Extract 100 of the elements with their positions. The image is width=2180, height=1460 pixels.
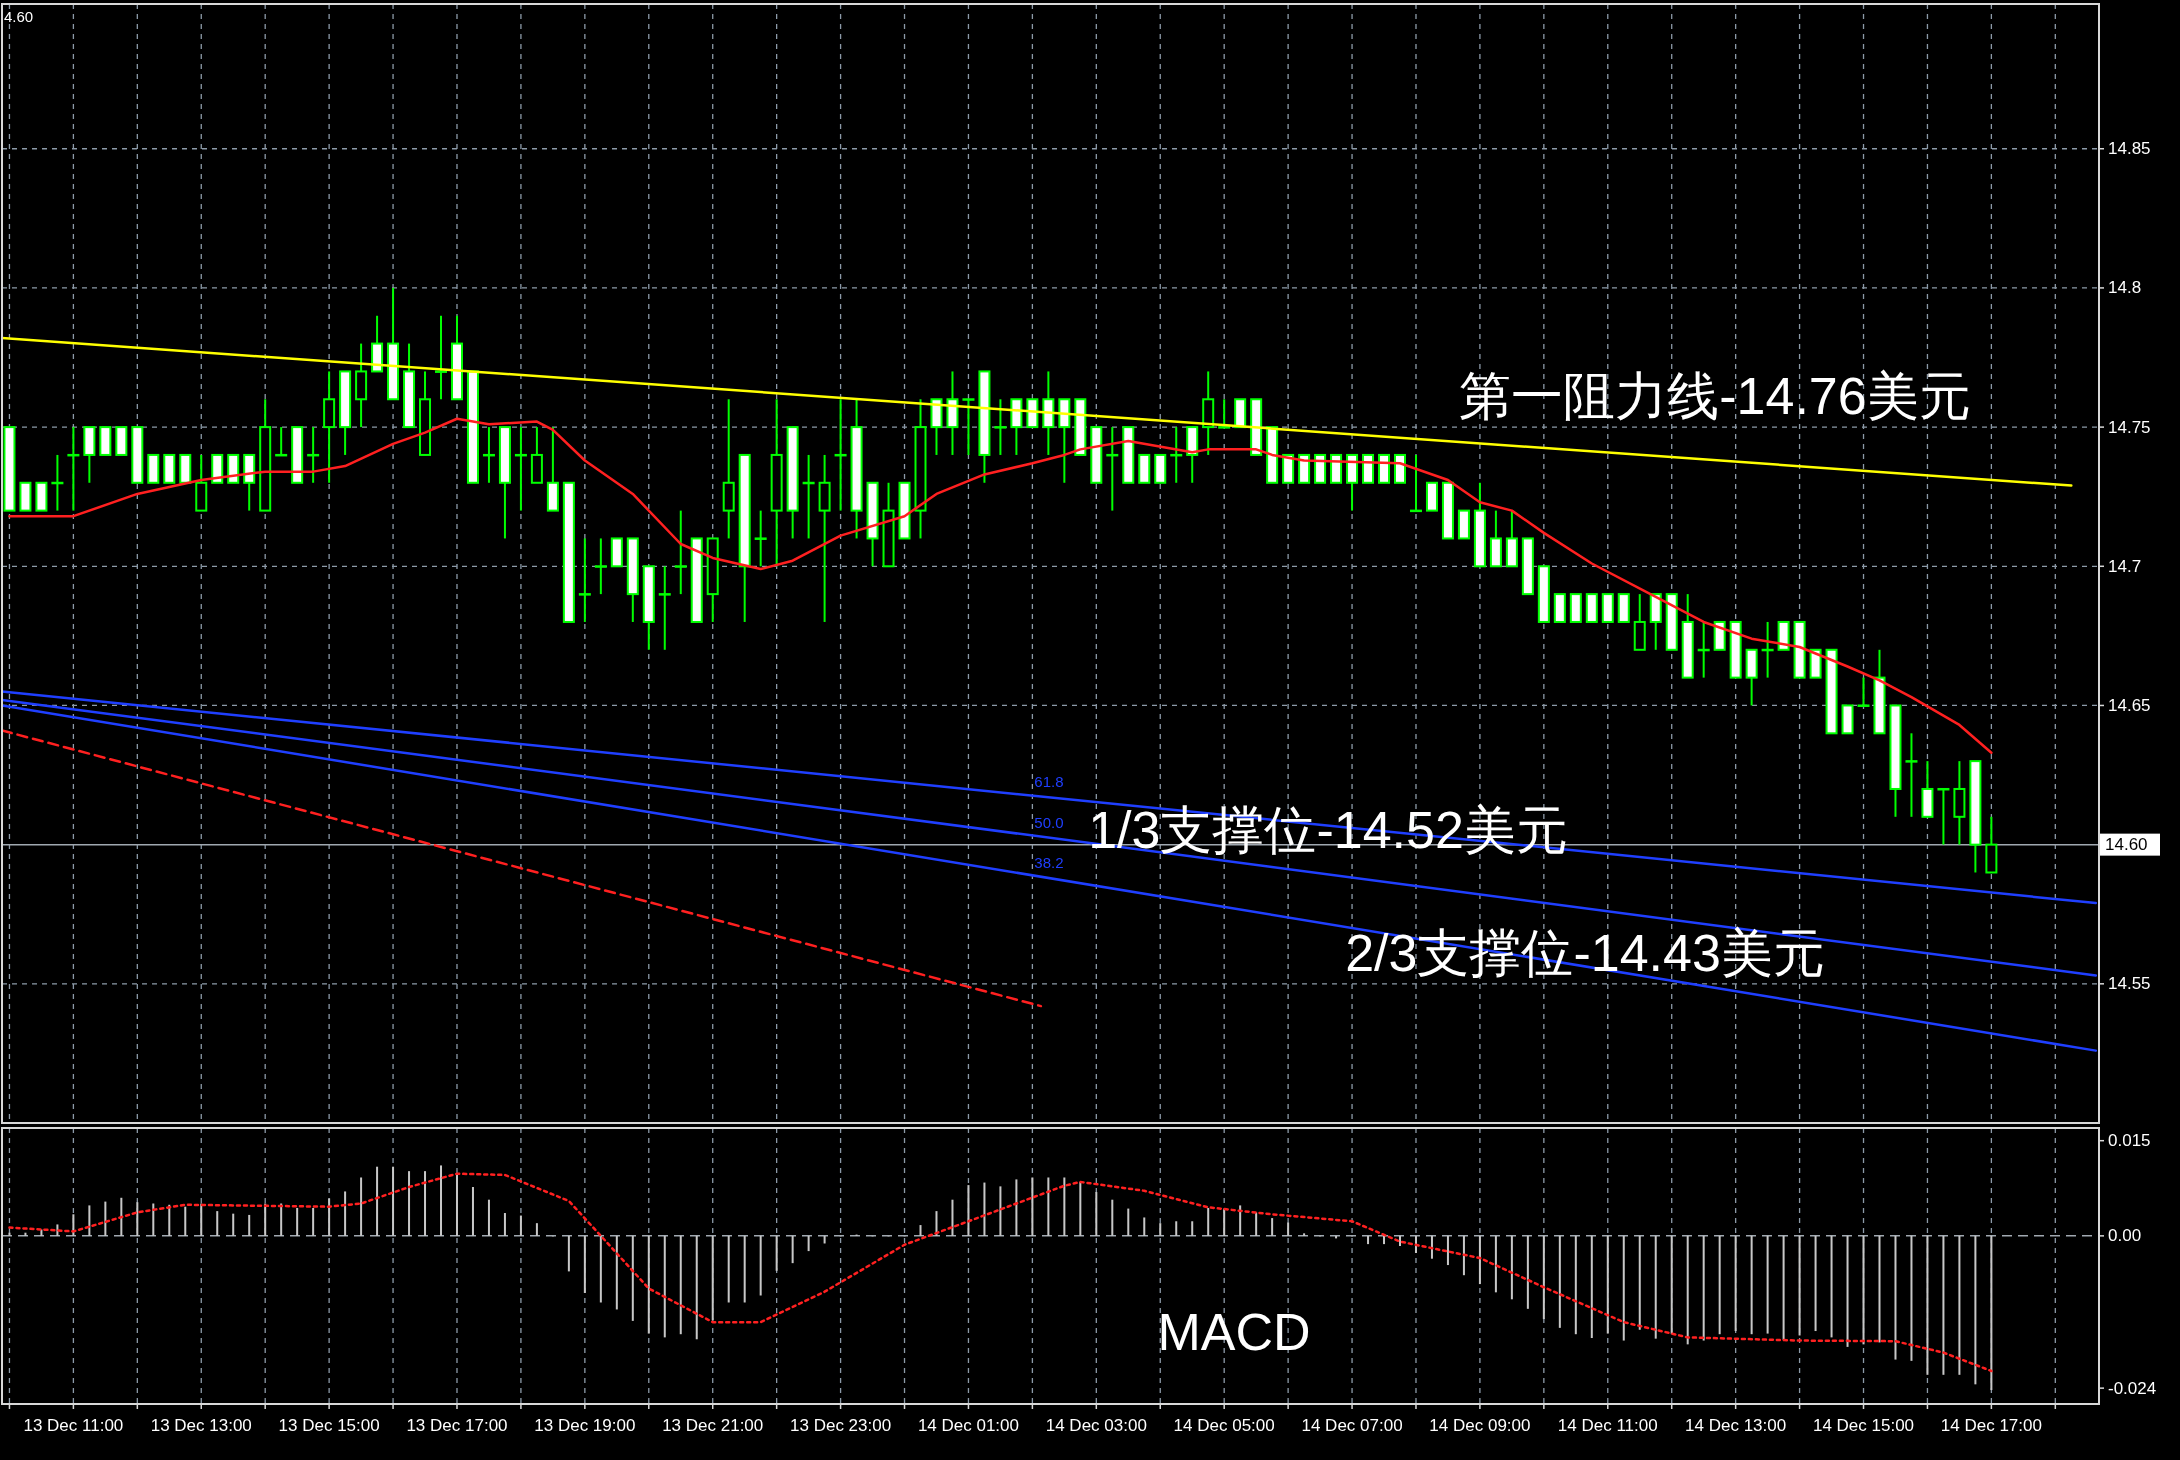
candlestick <box>1905 732 1918 818</box>
bar <box>487 1199 490 1236</box>
candlestick <box>674 509 687 596</box>
bar <box>216 1211 219 1236</box>
candlestick <box>1761 620 1774 679</box>
candlestick <box>307 426 320 484</box>
bar <box>1990 1235 1993 1391</box>
bar <box>1223 1209 1226 1236</box>
bar <box>951 1199 954 1236</box>
bar <box>967 1185 970 1236</box>
bar <box>791 1235 794 1264</box>
candlestick <box>962 398 975 456</box>
bar <box>1303 1233 1306 1236</box>
y-tick-label: 14.8 <box>2108 278 2142 298</box>
bar <box>1878 1235 1881 1343</box>
bar <box>583 1235 586 1293</box>
bar <box>1143 1217 1146 1236</box>
bar <box>344 1191 347 1236</box>
x-tick-label: 14 Dec 11:00 <box>1557 1416 1658 1435</box>
y-tick-label: 0.00 <box>2108 1226 2142 1246</box>
candlestick <box>514 426 527 512</box>
candlestick <box>482 426 495 484</box>
candlestick <box>578 537 591 623</box>
bar <box>88 1205 91 1236</box>
bar <box>232 1213 235 1236</box>
bar <box>1814 1235 1817 1332</box>
bar <box>1191 1221 1194 1236</box>
bar <box>328 1198 331 1236</box>
bar <box>120 1197 123 1236</box>
bar <box>1239 1205 1242 1236</box>
bar <box>392 1166 395 1236</box>
bar <box>1974 1235 1977 1385</box>
bar <box>1622 1235 1625 1341</box>
bar <box>136 1202 139 1236</box>
bar <box>823 1235 826 1244</box>
x-tick-label: 13 Dec 11:00 <box>23 1416 124 1435</box>
y-tick-label: -0.024 <box>2108 1378 2157 1398</box>
bar <box>615 1235 618 1310</box>
bar <box>1766 1235 1769 1334</box>
candlestick <box>1170 426 1183 484</box>
bar <box>1127 1208 1130 1236</box>
bar <box>807 1235 810 1252</box>
series-label: 50.0 <box>1034 813 1064 831</box>
candlestick <box>1937 787 1950 846</box>
bar <box>376 1166 379 1236</box>
bar <box>1798 1235 1801 1336</box>
candlestick <box>51 453 64 512</box>
bar <box>1175 1221 1178 1236</box>
x-tick-label: 14 Dec 01:00 <box>917 1416 1020 1435</box>
bar <box>631 1235 634 1321</box>
bar <box>1862 1235 1865 1345</box>
y-tick-label: 0.015 <box>2108 1131 2151 1151</box>
x-tick-label: 13 Dec 23:00 <box>790 1416 892 1435</box>
bar <box>743 1235 746 1303</box>
x-tick-label: 13 Dec 19:00 <box>534 1416 636 1435</box>
bar <box>1846 1235 1849 1347</box>
bar <box>1079 1181 1082 1236</box>
y-tick-label: 14.85 <box>2108 139 2151 159</box>
candlestick <box>834 398 847 512</box>
series-label: 38.2 <box>1034 854 1064 872</box>
bar <box>1750 1235 1753 1335</box>
x-tick-label: 13 Dec 21:00 <box>662 1416 764 1435</box>
bar <box>1782 1235 1785 1340</box>
candlestick <box>1857 676 1870 707</box>
bar <box>1830 1235 1833 1338</box>
candlestick <box>1697 620 1710 679</box>
bar <box>24 1232 27 1236</box>
x-tick-label: 13 Dec 17:00 <box>406 1416 508 1435</box>
bar <box>663 1235 666 1338</box>
annotation: 第一阻力线-14.76美元 <box>1459 367 1971 425</box>
bar <box>1159 1223 1162 1236</box>
bar <box>1910 1235 1913 1361</box>
bar <box>1734 1235 1737 1332</box>
candlestick <box>435 314 448 401</box>
y-tick-label: 14.65 <box>2108 695 2151 715</box>
ref-line-label: 14.60 <box>2105 835 2148 855</box>
bar <box>184 1206 187 1236</box>
bar <box>1638 1235 1641 1330</box>
bar <box>1271 1218 1274 1236</box>
bar <box>1383 1235 1386 1245</box>
bar <box>535 1223 538 1236</box>
bar <box>1718 1235 1721 1335</box>
bar <box>1047 1177 1050 1236</box>
bar <box>280 1203 283 1236</box>
bar <box>1510 1235 1513 1300</box>
bar <box>440 1165 443 1236</box>
x-tick-label: 14 Dec 15:00 <box>1812 1416 1915 1435</box>
bar <box>152 1203 155 1236</box>
bar <box>1287 1222 1290 1236</box>
y-tick-label: 14.75 <box>2108 417 2151 437</box>
x-tick-label: 14 Dec 05:00 <box>1173 1416 1275 1435</box>
x-tick-label: 14 Dec 03:00 <box>1045 1416 1147 1435</box>
bar <box>408 1171 411 1236</box>
bar <box>919 1225 922 1236</box>
bar <box>1015 1179 1018 1236</box>
bar <box>104 1201 107 1236</box>
bar <box>647 1235 650 1334</box>
bar <box>471 1187 474 1236</box>
candlestick <box>594 537 607 596</box>
bar <box>1606 1235 1609 1334</box>
